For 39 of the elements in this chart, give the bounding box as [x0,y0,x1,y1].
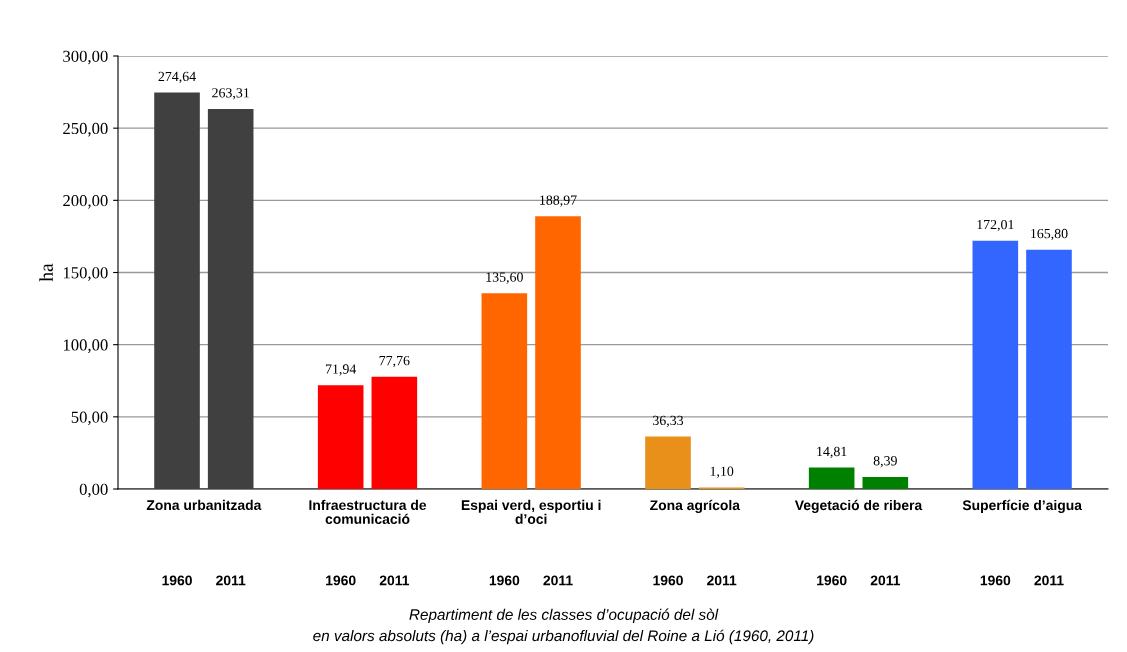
data-label: 188,97 [540,195,577,207]
data-label: 165,80 [1031,228,1068,241]
text: Repartiment de les classes d’ocupació del sòl en valors absoluts (ha) a l’espai urbanofluvial del Roine a Lió (1960, 2011) [313,608,814,645]
text: Espai verd, esportiu i d’oci [461,499,601,524]
data-label: 77,76 [379,355,410,368]
x-tick-label: 2011 [707,575,737,586]
y-axis-title: ha [39,263,53,282]
y-tick-label: 0,00 [79,483,108,498]
data-label: 71,94 [325,364,357,376]
x-tick-label: 2011 [870,575,900,586]
x-tick-label: 2011 [1034,575,1064,586]
text: Superfície d’aigua [962,499,1083,513]
data-label: 14,81 [817,446,847,459]
y-tick-label: 250,00 [63,122,108,137]
x-tick-label: 2011 [543,575,573,586]
text: Infraestructura de comunicació [309,499,427,524]
data-label: 263,31 [212,88,249,100]
x-tick-label: 1960 [653,575,683,586]
x-tick-label: 1960 [980,575,1011,586]
y-tick-label: 50,00 [71,411,108,426]
data-label: 135,60 [486,272,523,284]
data-label: 172,01 [977,219,1014,232]
data-label: 8,39 [873,456,897,468]
text: Zona urbanitzada [146,499,262,511]
x-tick-label: 1960 [817,575,847,586]
x-tick-label: 1960 [489,575,520,586]
text: Zona agrícola [650,499,741,513]
data-label: 36,33 [653,415,684,428]
y-tick-label: 150,00 [63,267,108,281]
data-label: 1,10 [710,466,734,478]
y-tick-label: 100,00 [63,339,108,354]
x-tick-label: 2011 [379,575,410,586]
y-tick-label: 300,00 [63,50,108,65]
x-tick-label: 1960 [326,575,356,586]
x-tick-label: 1960 [162,575,192,586]
data-label: 274,64 [158,71,196,84]
text: Vegetació de ribera [794,499,923,513]
y-tick-label: 200,00 [63,195,108,209]
x-tick-label: 2011 [216,575,246,586]
